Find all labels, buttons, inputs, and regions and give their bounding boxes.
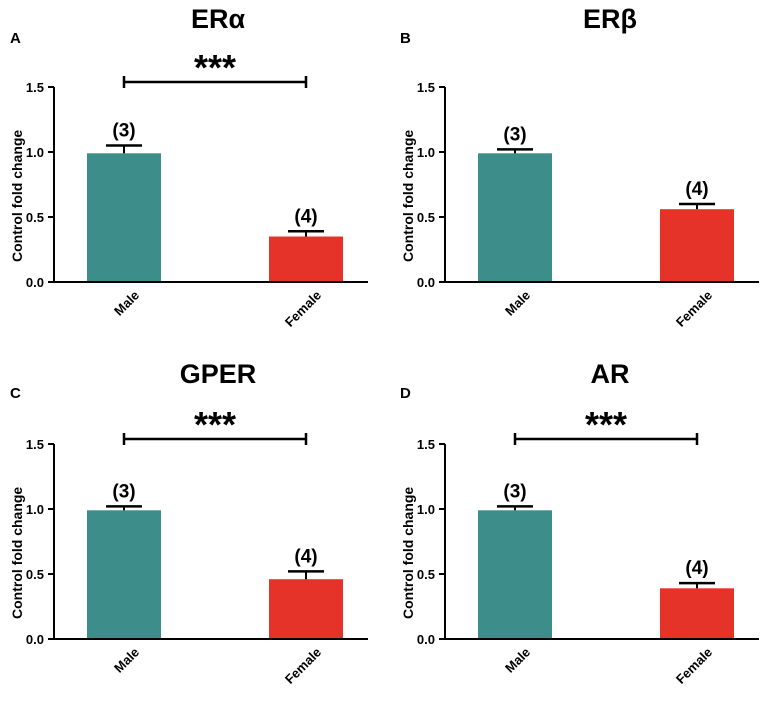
y-tick-label: 0.5 bbox=[417, 567, 435, 582]
x-tick-label: Female bbox=[282, 645, 324, 687]
bar-female bbox=[660, 588, 734, 639]
x-tick-label: Female bbox=[282, 288, 324, 330]
y-tick-label: 0.5 bbox=[26, 567, 44, 582]
y-tick-label: 1.5 bbox=[417, 80, 435, 95]
chart-title: ERβ bbox=[583, 4, 637, 34]
bar-male bbox=[478, 510, 552, 639]
chart-svg: (3) Male (4) Female 0.0 0.5 1.0 1.5 *** bbox=[417, 404, 759, 687]
n-label: (4) bbox=[685, 558, 708, 579]
y-tick-label: 0.0 bbox=[417, 632, 435, 647]
x-tick-label: Male bbox=[502, 288, 533, 319]
n-label: (4) bbox=[294, 546, 317, 567]
panel-d: D AR Control fold change (3) Male (4) Femal… bbox=[391, 357, 765, 705]
y-tick-label: 1.0 bbox=[417, 502, 435, 517]
significance-stars: *** bbox=[194, 404, 236, 445]
y-tick-label: 1.0 bbox=[26, 145, 44, 160]
x-tick-label: Female bbox=[673, 288, 715, 330]
chart-svg: (3) Male (4) Female 0.0 0.5 1.0 1.5 bbox=[417, 80, 759, 330]
bar-male bbox=[87, 510, 161, 639]
bar-male bbox=[478, 153, 552, 282]
significance-stars: *** bbox=[194, 47, 236, 88]
panel-a: A ERα Control fold change (3) Male (4) Fema… bbox=[0, 0, 382, 348]
significance-stars: *** bbox=[585, 404, 627, 445]
panel-c: C GPER Control fold change (3) Male (4) Fem… bbox=[0, 357, 382, 705]
y-tick-label: 0.0 bbox=[26, 632, 44, 647]
n-label: (4) bbox=[685, 179, 708, 200]
panel-letter: C bbox=[10, 385, 21, 402]
bar-female bbox=[269, 236, 343, 282]
y-tick-label: 1.0 bbox=[417, 145, 435, 160]
x-tick-label: Male bbox=[111, 288, 142, 319]
panel-letter: A bbox=[10, 30, 21, 47]
chart-title: AR bbox=[590, 359, 630, 389]
y-tick-label: 1.0 bbox=[26, 502, 44, 517]
n-label: (4) bbox=[294, 206, 317, 227]
panel-b: B ERβ Control fold change (3) Male (4) Fema… bbox=[391, 0, 765, 348]
y-tick-label: 0.0 bbox=[26, 275, 44, 290]
chart-svg: (3) Male (4) Female 0.0 0.5 1.0 1.5 *** bbox=[26, 404, 368, 687]
n-label: (3) bbox=[503, 124, 526, 145]
y-tick-label: 0.5 bbox=[26, 210, 44, 225]
n-label: (3) bbox=[112, 121, 135, 142]
y-tick-label: 1.5 bbox=[26, 80, 44, 95]
panel-letter: D bbox=[400, 385, 411, 402]
x-tick-label: Male bbox=[502, 645, 533, 676]
bar-female bbox=[660, 209, 734, 282]
y-tick-label: 0.5 bbox=[417, 210, 435, 225]
y-tick-label: 1.5 bbox=[26, 437, 44, 452]
y-tick-label: 1.5 bbox=[417, 437, 435, 452]
n-label: (3) bbox=[112, 481, 135, 502]
chart-svg: (3) Male (4) Female 0.0 0.5 1.0 1.5 *** bbox=[26, 47, 368, 330]
x-tick-label: Male bbox=[111, 645, 142, 676]
bar-male bbox=[87, 153, 161, 282]
chart-title: ERα bbox=[190, 4, 246, 34]
panel-letter: B bbox=[400, 30, 411, 47]
x-tick-label: Female bbox=[673, 645, 715, 687]
bar-female bbox=[269, 579, 343, 639]
n-label: (3) bbox=[503, 481, 526, 502]
y-tick-label: 0.0 bbox=[417, 275, 435, 290]
chart-title: GPER bbox=[179, 359, 257, 389]
